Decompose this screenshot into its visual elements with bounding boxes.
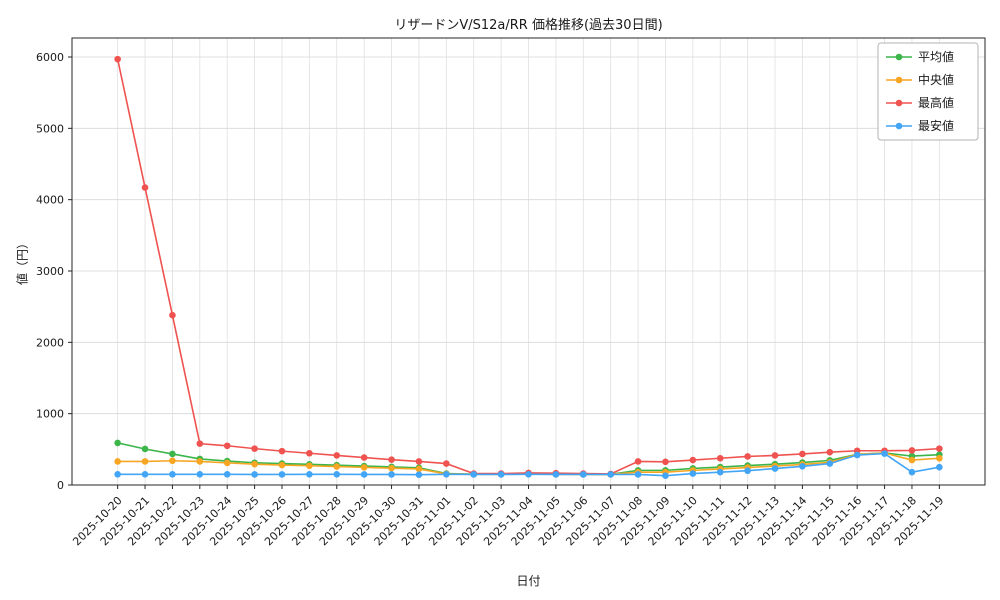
data-point bbox=[634, 471, 642, 478]
data-point bbox=[223, 459, 231, 467]
data-point bbox=[470, 471, 478, 478]
legend-label: 最高値 bbox=[918, 95, 954, 110]
data-point bbox=[744, 467, 751, 475]
legend-label: 平均値 bbox=[918, 49, 954, 64]
y-tick-label: 2000 bbox=[36, 336, 64, 349]
data-point bbox=[443, 471, 450, 478]
data-point bbox=[716, 454, 724, 462]
data-point bbox=[662, 458, 669, 466]
data-point bbox=[141, 184, 149, 191]
y-tick-label: 3000 bbox=[36, 265, 64, 278]
data-point bbox=[114, 55, 121, 63]
data-point bbox=[333, 463, 341, 470]
data-point bbox=[196, 458, 204, 465]
data-point bbox=[908, 447, 916, 454]
chart-title: リザードンV/S12a/RR 価格推移(過去30日間) bbox=[394, 18, 663, 33]
data-point bbox=[552, 471, 560, 478]
data-point bbox=[634, 458, 642, 465]
data-point bbox=[196, 471, 204, 478]
data-point bbox=[251, 460, 258, 468]
data-point bbox=[360, 464, 368, 471]
data-point bbox=[388, 456, 395, 463]
data-point bbox=[251, 445, 258, 452]
data-point bbox=[881, 450, 888, 457]
data-point bbox=[333, 452, 341, 459]
series-3 bbox=[114, 450, 943, 480]
data-point bbox=[908, 468, 916, 476]
data-point bbox=[826, 460, 834, 467]
data-point bbox=[443, 460, 450, 467]
data-point bbox=[360, 471, 368, 478]
data-point bbox=[306, 462, 313, 470]
data-point bbox=[415, 471, 423, 478]
data-point bbox=[771, 452, 779, 459]
data-point bbox=[689, 456, 697, 464]
y-tick-label: 0 bbox=[57, 479, 64, 492]
data-point bbox=[223, 471, 231, 478]
data-point bbox=[579, 471, 587, 478]
data-point bbox=[662, 472, 669, 480]
data-point bbox=[799, 463, 806, 470]
data-point bbox=[525, 471, 532, 478]
data-point bbox=[306, 471, 313, 478]
data-point bbox=[169, 457, 176, 465]
y-tick-label: 6000 bbox=[36, 51, 64, 64]
data-point bbox=[826, 448, 834, 456]
data-point bbox=[853, 451, 861, 459]
data-point bbox=[141, 445, 149, 453]
data-point bbox=[333, 471, 341, 478]
data-point bbox=[936, 463, 943, 471]
data-point bbox=[169, 311, 176, 319]
data-point bbox=[716, 468, 724, 476]
data-point bbox=[278, 447, 286, 455]
data-point bbox=[607, 471, 614, 478]
data-point bbox=[415, 458, 423, 465]
data-point bbox=[771, 465, 779, 472]
data-point bbox=[497, 471, 505, 478]
legend-marker-dot bbox=[895, 99, 903, 107]
data-point bbox=[114, 471, 121, 478]
data-point bbox=[388, 464, 395, 472]
data-point bbox=[141, 471, 149, 478]
legend-marker-dot bbox=[895, 122, 903, 130]
y-tick-label: 1000 bbox=[36, 408, 64, 421]
data-point bbox=[799, 450, 806, 458]
data-point bbox=[141, 458, 149, 465]
data-point bbox=[689, 470, 697, 477]
data-point bbox=[908, 456, 916, 464]
data-point bbox=[114, 458, 121, 465]
data-point bbox=[196, 440, 204, 447]
legend-label: 中央値 bbox=[918, 72, 954, 87]
data-point bbox=[114, 439, 121, 447]
gridlines bbox=[72, 38, 985, 486]
data-point bbox=[251, 471, 258, 478]
data-point bbox=[278, 471, 286, 478]
data-point bbox=[169, 471, 176, 478]
data-point bbox=[415, 465, 423, 473]
y-axis-ticks: 0 1000 2000 3000 4000 5000 6000 bbox=[36, 51, 72, 492]
x-axis-label: 日付 bbox=[516, 574, 541, 588]
legend-marker-dot bbox=[895, 76, 903, 84]
y-tick-label: 5000 bbox=[36, 122, 64, 135]
data-point bbox=[388, 471, 395, 478]
data-point bbox=[936, 454, 943, 462]
data-point bbox=[278, 461, 286, 469]
data-point bbox=[223, 442, 231, 450]
legend-label: 最安値 bbox=[918, 118, 954, 133]
legend-box bbox=[877, 42, 979, 141]
data-point bbox=[306, 449, 313, 457]
data-point bbox=[360, 454, 368, 461]
data-point bbox=[169, 450, 176, 458]
data-point bbox=[744, 453, 751, 460]
legend-marker-dot bbox=[895, 53, 903, 61]
x-axis-ticks: 2025-10-202025-10-212025-10-222025-10-23… bbox=[70, 485, 946, 548]
y-tick-label: 4000 bbox=[36, 194, 64, 207]
data-point bbox=[936, 445, 943, 452]
